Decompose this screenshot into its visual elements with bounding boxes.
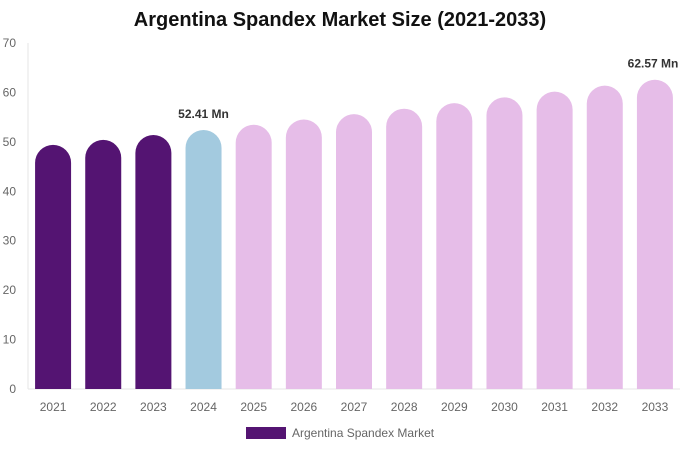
x-tick-label: 2028 [391, 400, 418, 414]
bar-2024 [185, 129, 222, 389]
x-tick-label: 2029 [441, 400, 468, 414]
bar-2028 [386, 108, 423, 389]
x-tick-label: 2023 [140, 400, 167, 414]
x-tick-label: 2025 [240, 400, 267, 414]
legend-label: Argentina Spandex Market [292, 426, 435, 440]
bar-2025 [235, 124, 272, 389]
y-tick-label: 20 [3, 283, 17, 297]
x-tick-label: 2026 [290, 400, 317, 414]
y-tick-label: 40 [3, 184, 17, 198]
x-tick-label: 2021 [40, 400, 67, 414]
x-tick-label: 2030 [491, 400, 518, 414]
y-tick-label: 0 [9, 382, 16, 396]
x-tick-label: 2024 [190, 400, 217, 414]
bar-2032 [586, 85, 623, 389]
legend: Argentina Spandex Market [246, 426, 434, 440]
x-tick-label: 2022 [90, 400, 117, 414]
bar-2033 [636, 79, 673, 389]
bar-2027 [336, 114, 372, 390]
chart-title: Argentina Spandex Market Size (2021-2033… [133, 9, 547, 31]
y-tick-label: 70 [3, 36, 17, 50]
bar-2023 [135, 134, 172, 389]
bar-2021 [35, 144, 72, 389]
bar-2029 [436, 103, 473, 389]
data-label-2024: 52.41 Mn [178, 107, 229, 121]
x-tick-label: 2032 [591, 400, 618, 414]
x-tick-label: 2027 [341, 400, 368, 414]
data-label-2033: 62.57 Mn [628, 57, 679, 71]
x-tick-label: 2033 [642, 400, 669, 414]
bar-2031 [536, 91, 573, 389]
bar-2026 [285, 119, 322, 389]
bar-2022 [85, 139, 122, 389]
y-tick-label: 50 [3, 135, 17, 149]
y-tick-label: 10 [3, 333, 17, 347]
bar-2030 [486, 97, 523, 389]
y-tick-label: 60 [3, 85, 17, 99]
y-tick-label: 30 [3, 234, 17, 248]
legend-swatch [246, 427, 286, 439]
x-tick-label: 2031 [541, 400, 568, 414]
